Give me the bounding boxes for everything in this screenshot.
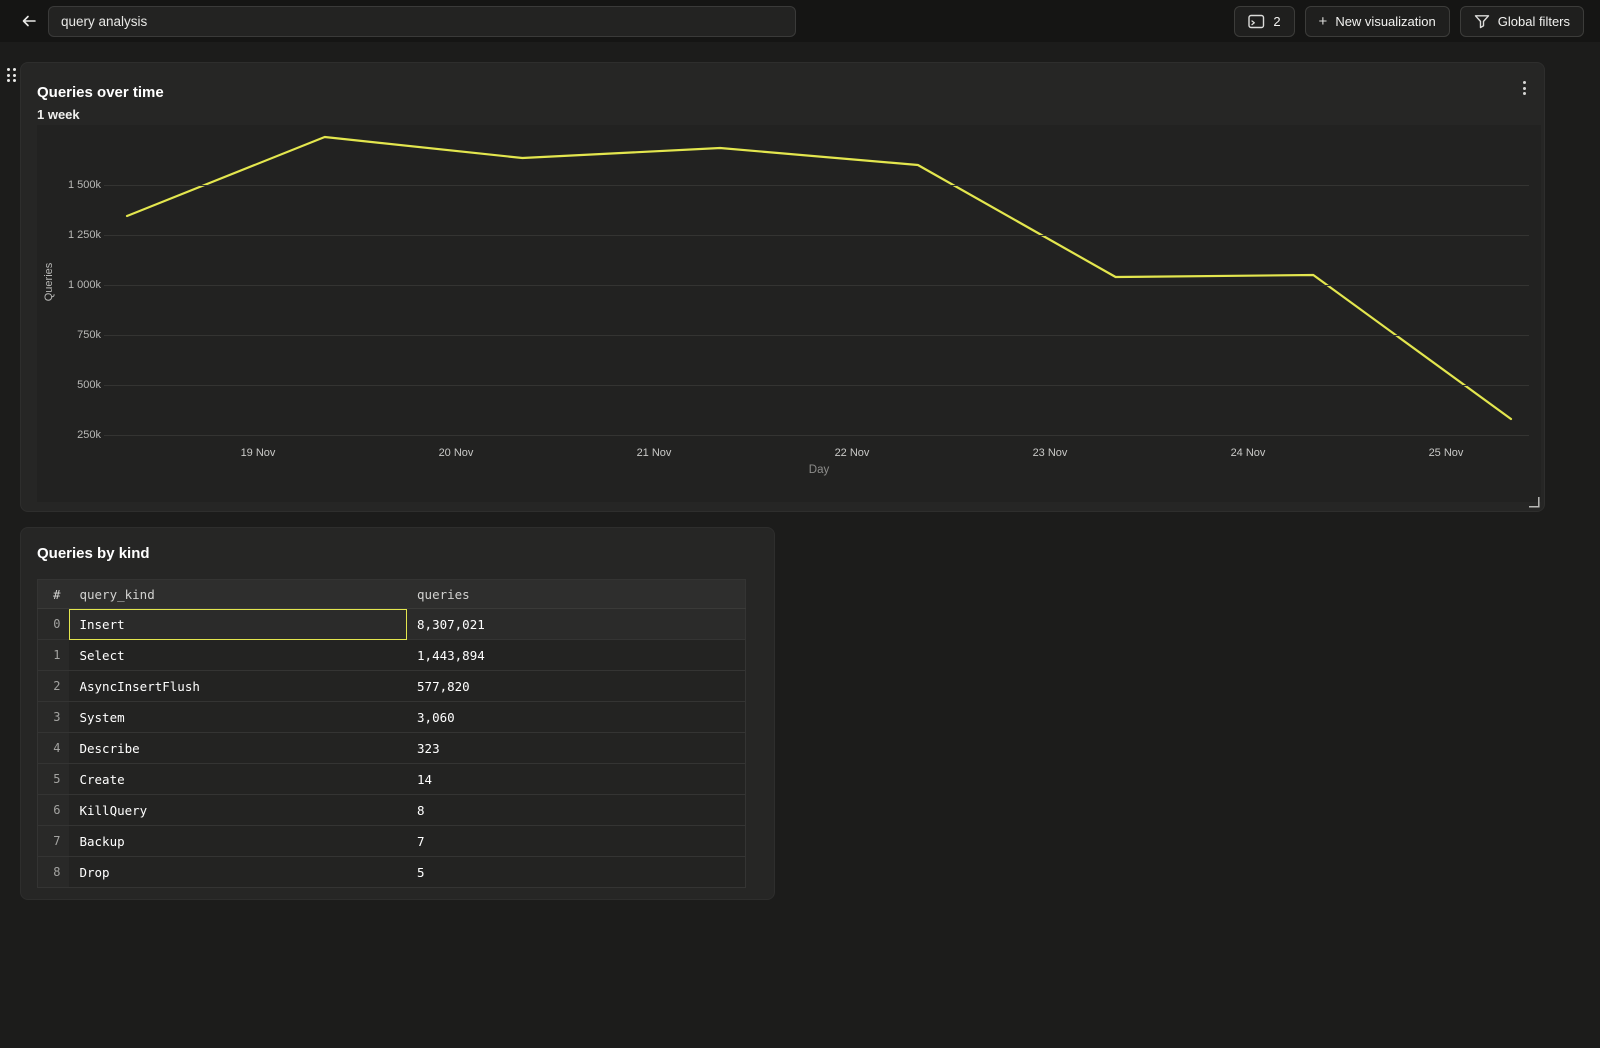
back-button[interactable] — [16, 8, 42, 34]
column-header-query-kind[interactable]: query_kind — [69, 579, 408, 609]
topbar-actions: 2 + New visualization Global filters — [1234, 5, 1584, 37]
table-header-row: # query_kind queries — [37, 579, 746, 609]
kebab-icon — [1522, 80, 1526, 84]
query-kind-cell[interactable]: Backup — [69, 825, 408, 857]
y-tick-label: 500k — [77, 378, 101, 391]
queries-value-cell[interactable]: 1,443,894 — [407, 639, 746, 671]
x-tick-label: 19 Nov — [240, 447, 276, 459]
table-row: 3 System 3,060 — [37, 701, 746, 733]
x-tick-label: 20 Nov — [438, 447, 474, 459]
queries-value-cell[interactable]: 7 — [407, 825, 746, 857]
row-index-cell[interactable]: 0 — [37, 608, 70, 640]
gridline — [104, 385, 1529, 386]
row-index-cell[interactable]: 8 — [37, 856, 70, 888]
funnel-icon — [1474, 14, 1489, 28]
query-count-button[interactable]: 2 — [1234, 5, 1295, 37]
gridline — [104, 335, 1529, 336]
column-header-index[interactable]: # — [37, 579, 70, 609]
gridline — [104, 185, 1529, 186]
queries-value-cell[interactable]: 3,060 — [407, 701, 746, 733]
plus-icon: + — [1318, 12, 1328, 30]
new-visualization-label: New visualization — [1335, 13, 1436, 29]
queries-value-cell[interactable]: 5 — [407, 856, 746, 888]
query-kind-cell[interactable]: KillQuery — [69, 794, 408, 826]
chart-subtitle: 1 week — [37, 107, 80, 122]
table-row: 1 Select 1,443,894 — [37, 639, 746, 671]
query-kind-cell[interactable]: Insert — [69, 608, 408, 640]
table-row: 6 KillQuery 8 — [37, 794, 746, 826]
dashboard-title-input[interactable] — [48, 5, 796, 37]
table-title: Queries by kind — [37, 545, 150, 562]
queries-value-cell[interactable]: 323 — [407, 732, 746, 764]
queries-by-kind-table: # query_kind queries 0 Insert 8,307,021 1 Se… — [37, 579, 746, 888]
x-axis-label: Day — [808, 464, 830, 476]
table-row: 8 Drop 5 — [37, 856, 746, 888]
y-tick-label: 750k — [77, 328, 101, 341]
queries-value-cell[interactable]: 8 — [407, 794, 746, 826]
table-row: 0 Insert 8,307,021 — [37, 608, 746, 640]
y-tick-label: 1 500k — [67, 178, 101, 191]
table-row: 7 Backup 7 — [37, 825, 746, 857]
new-visualization-button[interactable]: + New visualization — [1304, 5, 1450, 37]
column-header-queries[interactable]: queries — [407, 579, 746, 609]
row-index-cell[interactable]: 3 — [37, 701, 70, 733]
x-tick-label: 21 Nov — [636, 447, 672, 459]
x-tick-label: 24 Nov — [1230, 447, 1266, 459]
x-tick-label: 23 Nov — [1032, 447, 1068, 459]
y-tick-label: 250k — [77, 428, 101, 441]
gridline — [104, 285, 1529, 286]
row-index-cell[interactable]: 7 — [37, 825, 70, 857]
query-kind-cell[interactable]: Drop — [69, 856, 408, 888]
x-tick-label: 25 Nov — [1428, 447, 1464, 459]
table-body: 0 Insert 8,307,021 1 Select 1,443,894 2 AsyncIn… — [37, 608, 746, 888]
x-tick-label: 22 Nov — [834, 447, 870, 459]
row-index-cell[interactable]: 1 — [37, 639, 70, 671]
arrow-left-icon — [22, 15, 36, 27]
query-count-label: 2 — [1273, 13, 1281, 29]
card-drag-handle-icon[interactable] — [7, 68, 20, 84]
query-kind-cell[interactable]: Describe — [69, 732, 408, 764]
queries-over-time-card: Queries over time 1 week Queries Day 1 5… — [20, 62, 1545, 512]
global-filters-label: Global filters — [1497, 13, 1570, 29]
queries-value-cell[interactable]: 577,820 — [407, 670, 746, 702]
query-kind-cell[interactable]: Create — [69, 763, 408, 795]
row-index-cell[interactable]: 4 — [37, 732, 70, 764]
topbar: 2 + New visualization Global filters — [0, 0, 1600, 42]
query-kind-cell[interactable]: AsyncInsertFlush — [69, 670, 408, 702]
queries-value-cell[interactable]: 14 — [407, 763, 746, 795]
global-filters-button[interactable]: Global filters — [1459, 5, 1584, 37]
row-index-cell[interactable]: 5 — [37, 763, 70, 795]
chart-menu-button[interactable] — [1514, 77, 1534, 99]
card-resize-handle-icon[interactable] — [1528, 496, 1540, 508]
gridline — [104, 235, 1529, 236]
queries-value-cell[interactable]: 8,307,021 — [407, 608, 746, 640]
table-row: 2 AsyncInsertFlush 577,820 — [37, 670, 746, 702]
queries-by-kind-card: Queries by kind # query_kind queries 0 In… — [20, 527, 775, 900]
row-index-cell[interactable]: 2 — [37, 670, 70, 702]
terminal-window-icon — [1248, 14, 1265, 28]
query-line-series — [125, 135, 1513, 421]
line-chart-plot: Queries Day 1 500k 1 250k 1 000k 750k 500k 25… — [37, 125, 1541, 502]
y-tick-label: 1 000k — [67, 278, 101, 291]
table-row: 5 Create 14 — [37, 763, 746, 795]
gridline — [104, 435, 1529, 436]
table-row: 4 Describe 323 — [37, 732, 746, 764]
y-tick-label: 1 250k — [67, 228, 101, 241]
row-index-cell[interactable]: 6 — [37, 794, 70, 826]
chart-title: Queries over time — [37, 84, 164, 101]
query-kind-cell[interactable]: Select — [69, 639, 408, 671]
query-kind-cell[interactable]: System — [69, 701, 408, 733]
